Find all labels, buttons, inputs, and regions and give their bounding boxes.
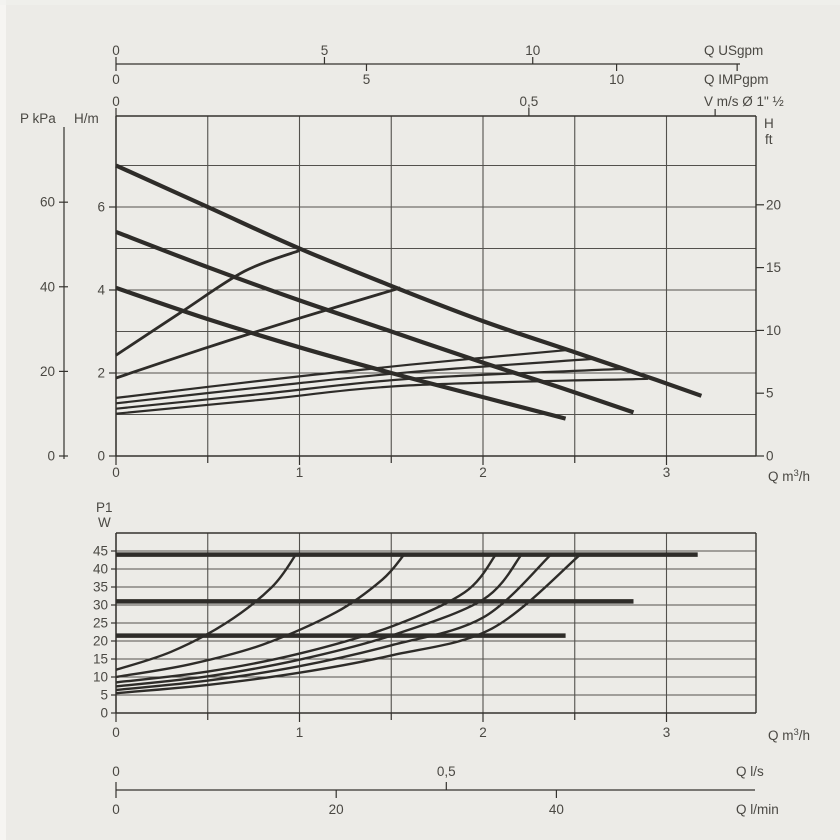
curve-prop-pressure-1 bbox=[115, 377, 649, 415]
curve-power-pp-4 bbox=[115, 553, 497, 684]
pressure-tick-label: 60 bbox=[40, 195, 55, 210]
feet-axis-title-ft: ft bbox=[765, 132, 773, 147]
curve-prop-pressure-2 bbox=[115, 367, 623, 410]
x-tick-label-m3h: 0 bbox=[112, 725, 120, 740]
curve-prop-pressure-5 bbox=[115, 286, 401, 380]
velocity-tick-label: 0,5 bbox=[519, 94, 538, 109]
lmin-tick-label: 40 bbox=[549, 802, 564, 817]
pressure-axis-title: P kPa bbox=[20, 111, 56, 126]
x-tick-label-m3h: 2 bbox=[479, 465, 487, 480]
head-tick-label: 2 bbox=[97, 366, 105, 381]
velocity-axis-title: V m/s Ø 1" ½ bbox=[704, 94, 784, 109]
curve-speed-III bbox=[115, 163, 703, 398]
usgpm-axis-title: Q USgpm bbox=[704, 43, 763, 58]
feet-tick-label: 5 bbox=[766, 386, 774, 401]
head-tick-label: 4 bbox=[97, 283, 105, 298]
power-axis-title-w: W bbox=[98, 515, 111, 530]
scan-edge-artifact bbox=[0, 0, 6, 840]
x-tick-label-m3h: 1 bbox=[296, 725, 304, 740]
power-tick-label: 10 bbox=[93, 670, 108, 685]
power-axis-title-p1: P1 bbox=[96, 500, 113, 515]
feet-tick-label: 15 bbox=[766, 260, 781, 275]
feet-tick-label: 10 bbox=[766, 323, 781, 338]
power-tick-label: 40 bbox=[93, 562, 108, 577]
curve-power-pp-1 bbox=[115, 553, 582, 695]
impgpm-tick-label: 5 bbox=[363, 72, 371, 87]
pressure-tick-label: 40 bbox=[40, 279, 55, 294]
power-tick-label: 35 bbox=[93, 580, 108, 595]
power-tick-label: 45 bbox=[93, 544, 108, 559]
x-tick-label-m3h: 3 bbox=[663, 465, 671, 480]
curve-prop-pressure-6 bbox=[115, 249, 300, 357]
usgpm-tick-label: 5 bbox=[321, 43, 329, 58]
lmin-tick-label: 0 bbox=[112, 802, 120, 817]
x-tick-label-m3h: 3 bbox=[663, 725, 671, 740]
x-tick-label-m3h: 1 bbox=[296, 465, 304, 480]
power-tick-label: 25 bbox=[93, 616, 108, 631]
pressure-tick-label: 0 bbox=[47, 449, 55, 464]
power-tick-label: 15 bbox=[93, 652, 108, 667]
usgpm-tick-label: 0 bbox=[112, 43, 120, 58]
ls-axis-title: Q l/s bbox=[736, 764, 764, 779]
x-tick-label-m3h: 0 bbox=[112, 465, 120, 480]
head-tick-label: 6 bbox=[97, 200, 105, 215]
head-tick-label: 0 bbox=[97, 449, 105, 464]
velocity-tick-label: 0 bbox=[112, 94, 120, 109]
curve-speed-I bbox=[115, 285, 567, 421]
x-axis-unit-m3h: Q m3/h bbox=[768, 468, 810, 484]
lmin-tick-label: 20 bbox=[329, 802, 344, 817]
power-tick-label: 5 bbox=[100, 688, 108, 703]
curve-power-pp-6 bbox=[115, 553, 297, 671]
curve-prop-pressure-3 bbox=[115, 357, 594, 405]
curve-power-pp-2 bbox=[115, 553, 552, 692]
lmin-axis-title: Q l/min bbox=[736, 802, 779, 817]
curve-prop-pressure-4 bbox=[115, 349, 566, 399]
feet-axis-title-h: H bbox=[764, 116, 774, 131]
curve-speed-II bbox=[115, 229, 635, 415]
feet-tick-label: 20 bbox=[766, 197, 781, 212]
feet-tick-label: 0 bbox=[766, 449, 774, 464]
impgpm-axis-title: Q IMPgpm bbox=[704, 72, 769, 87]
scan-edge-top-artifact bbox=[0, 0, 840, 5]
ls-tick-label: 0,5 bbox=[437, 764, 456, 779]
ls-tick-label: 0 bbox=[112, 764, 120, 779]
curve-power-pp-5 bbox=[115, 553, 406, 679]
curve-power-pp-3 bbox=[115, 553, 523, 688]
head-axis-title: H/m bbox=[74, 111, 99, 126]
usgpm-tick-label: 10 bbox=[525, 43, 540, 58]
impgpm-tick-label: 10 bbox=[609, 72, 624, 87]
power-tick-label: 30 bbox=[93, 598, 108, 613]
x-tick-label-m3h: 2 bbox=[479, 725, 487, 740]
power-tick-label: 0 bbox=[100, 706, 108, 721]
power-tick-label: 20 bbox=[93, 634, 108, 649]
pressure-tick-label: 20 bbox=[40, 364, 55, 379]
x-axis-unit-m3h: Q m3/h bbox=[768, 727, 810, 743]
impgpm-tick-label: 0 bbox=[112, 72, 120, 87]
